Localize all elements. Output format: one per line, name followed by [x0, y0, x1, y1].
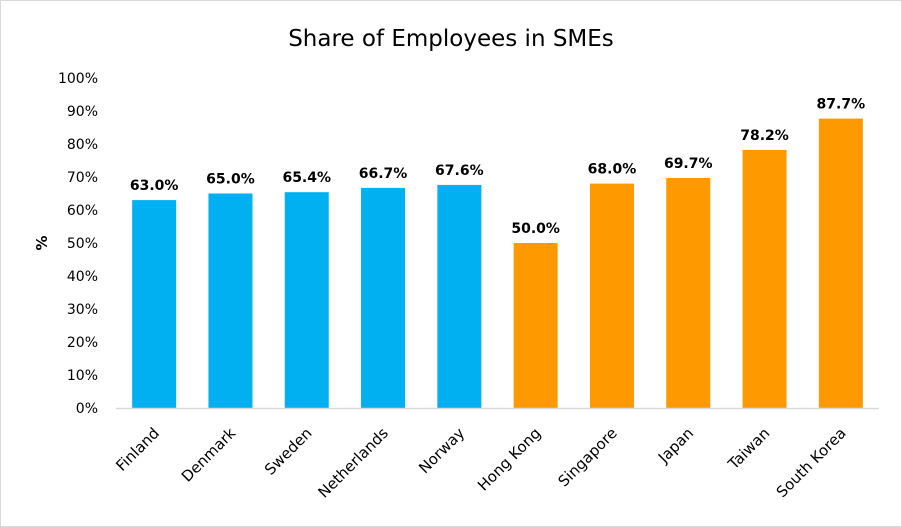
data-label: 66.7% — [359, 166, 408, 182]
y-tick-label: 100% — [58, 71, 98, 87]
bar-japan — [666, 177, 711, 408]
data-label: 50.0% — [511, 221, 560, 237]
y-tick-label: 60% — [67, 203, 98, 219]
y-tick-label: 90% — [67, 104, 98, 120]
x-tick-label: Japan — [654, 424, 697, 467]
y-tick-label: 80% — [67, 137, 98, 153]
bar-hong-kong — [513, 243, 558, 408]
data-label: 63.0% — [130, 178, 179, 194]
bar-sweden — [284, 192, 329, 408]
data-label: 65.0% — [206, 172, 255, 188]
y-tick-label: 40% — [67, 269, 98, 285]
y-axis-label: % — [33, 235, 51, 250]
data-label: 65.4% — [282, 170, 331, 186]
data-label: 87.7% — [817, 97, 866, 113]
bar-denmark — [208, 193, 253, 408]
bar-norway — [437, 184, 482, 408]
data-label: 78.2% — [740, 128, 789, 144]
y-tick-label: 10% — [67, 368, 98, 384]
bar-south-korea — [818, 118, 863, 408]
bar-taiwan — [742, 149, 787, 408]
y-tick-label: 20% — [67, 335, 98, 351]
data-label: 68.0% — [588, 162, 637, 178]
data-label: 69.7% — [664, 156, 713, 172]
x-tick-label: Sweden — [261, 424, 316, 479]
x-tick-label: Netherlands — [314, 424, 392, 502]
x-tick-label: Norway — [415, 424, 468, 477]
bar-singapore — [589, 183, 634, 408]
x-tick-label: South Korea — [773, 424, 850, 501]
x-tick-label: Singapore — [555, 424, 621, 490]
data-label: 67.6% — [435, 163, 484, 179]
y-tick-label: 0% — [76, 401, 98, 417]
x-tick-label: Denmark — [178, 424, 240, 486]
bar-netherlands — [361, 187, 406, 408]
y-tick-label: 50% — [67, 236, 98, 252]
y-tick-label: 70% — [67, 170, 98, 186]
chart-title: Share of Employees in SMEs — [288, 26, 614, 52]
x-tick-label: Finland — [112, 424, 163, 475]
x-tick-label: Taiwan — [724, 424, 774, 474]
y-tick-label: 30% — [67, 302, 98, 318]
bar-finland — [132, 200, 177, 408]
x-tick-label: Hong Kong — [474, 424, 544, 494]
